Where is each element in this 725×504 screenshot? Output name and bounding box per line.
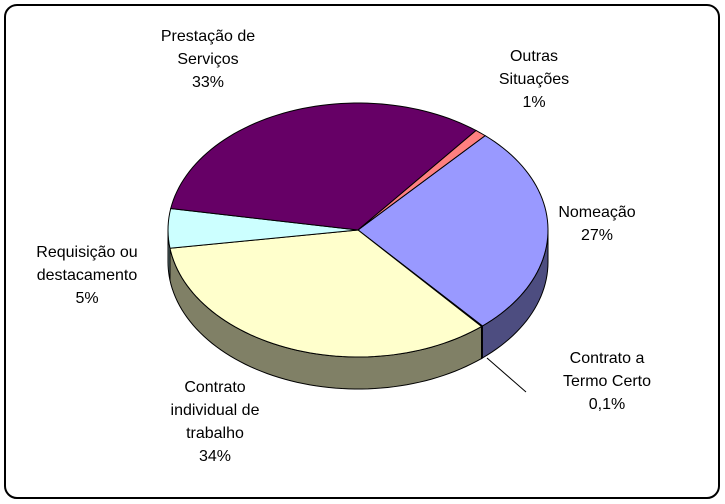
slice <box>170 102 477 231</box>
leader-line <box>486 357 527 393</box>
data-label: Nomeação 27% <box>542 201 652 247</box>
value-label: 27% <box>580 227 614 244</box>
value-label: 33% <box>191 74 225 91</box>
data-label: Prestação de Serviços 33% <box>133 25 283 94</box>
value-label: 1% <box>522 94 546 111</box>
category-label: Outras Situações <box>498 48 570 88</box>
data-label: Outras Situações 1% <box>484 45 584 114</box>
category-label: Nomeação <box>558 204 636 221</box>
value-label: 0,1% <box>588 396 626 413</box>
data-label: Requisição ou destacamento 5% <box>12 241 162 310</box>
category-label: Prestação de Serviços <box>160 28 256 68</box>
slice <box>357 129 487 231</box>
slice <box>169 229 483 358</box>
category-label: Contrato a Termo Certo <box>562 350 652 390</box>
data-label: Contrato a Termo Certo 0,1% <box>548 347 666 416</box>
slice <box>167 208 359 249</box>
value-label: 34% <box>198 448 232 465</box>
value-label: 5% <box>75 290 99 307</box>
category-label: Contrato individual de trabalho <box>170 379 260 442</box>
data-label: Contrato individual de trabalho 34% <box>156 376 274 468</box>
slice <box>357 135 549 327</box>
category-label: Requisição ou destacamento <box>36 244 138 284</box>
